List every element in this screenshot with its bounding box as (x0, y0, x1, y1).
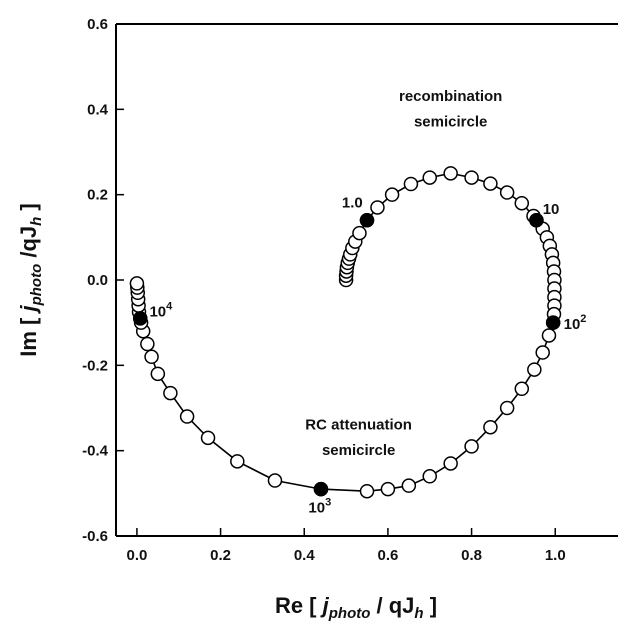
open-marker (370, 200, 385, 215)
open-marker (150, 366, 166, 382)
frequency-label: 1.0 (342, 194, 363, 211)
x-tick-label: 0.6 (377, 547, 398, 564)
frequency-labels: 1.0 10 102 103 104 (149, 194, 586, 516)
open-marker (514, 381, 530, 397)
y-tick-label: -0.4 (82, 443, 109, 460)
filled-marker (529, 213, 544, 228)
x-tick-label: 0.8 (461, 547, 482, 564)
open-marker (464, 170, 479, 185)
open-marker (144, 349, 159, 365)
annotation-label: semicircle (414, 113, 487, 130)
annotation-label: recombination (399, 88, 502, 105)
open-marker (401, 478, 417, 493)
open-marker (527, 362, 542, 377)
axis-ticks: 0.0 0.2 0.4 0.6 0.8 1.0 -0.6 -0.4 -0.2 0.0 0.2 0.4 0… (82, 16, 566, 564)
filled-marker (313, 481, 329, 497)
frequency-label: 10 (543, 201, 560, 218)
open-marker (352, 225, 367, 241)
open-marker (483, 419, 498, 435)
open-marker (359, 483, 375, 499)
x-tick-label: 0.2 (210, 547, 231, 564)
x-tick-label: 0.0 (126, 547, 147, 564)
y-axis-title: Im [ jphoto /qJh ] (16, 203, 45, 357)
y-tick-label: 0.6 (87, 16, 108, 33)
open-marker (535, 345, 550, 360)
annotations: recombination semicircle RC attenuation sem… (305, 88, 502, 459)
y-tick-label: -0.2 (82, 357, 108, 374)
frequency-label: 102 (564, 313, 587, 333)
y-tick-label: 0.4 (87, 101, 109, 118)
open-marker (380, 481, 396, 497)
open-marker (267, 473, 283, 488)
open-marker (403, 176, 419, 192)
x-axis-title: Re [ jphoto / qJh ] (275, 593, 437, 622)
annotation-label: RC attenuation (305, 416, 412, 433)
filled-marker (359, 213, 375, 228)
open-marker (499, 185, 515, 200)
open-marker (443, 456, 458, 471)
data-points (129, 166, 562, 499)
open-marker (163, 385, 178, 401)
open-marker (384, 187, 400, 202)
frequency-label: 103 (308, 497, 331, 517)
x-tick-label: 0.4 (294, 547, 316, 564)
x-tick-label: 1.0 (545, 547, 566, 564)
open-marker (443, 166, 458, 181)
y-tick-label: 0.2 (87, 187, 108, 204)
open-marker (200, 430, 216, 446)
y-tick-label: 0.0 (87, 272, 108, 289)
frequency-label: 104 (149, 300, 173, 320)
filled-marker (133, 311, 148, 326)
open-marker (129, 276, 145, 291)
open-marker (179, 409, 195, 424)
open-marker (514, 195, 530, 211)
open-marker (140, 336, 155, 352)
open-marker (230, 454, 245, 469)
filled-marker (545, 315, 561, 330)
open-marker (422, 469, 437, 484)
open-marker (541, 328, 557, 343)
open-marker (499, 400, 515, 416)
open-marker (422, 170, 437, 185)
open-marker (464, 439, 479, 454)
annotation-label: semicircle (322, 442, 395, 459)
y-tick-label: -0.6 (82, 528, 108, 545)
open-marker (483, 176, 498, 191)
plot-frame (115, 23, 618, 537)
